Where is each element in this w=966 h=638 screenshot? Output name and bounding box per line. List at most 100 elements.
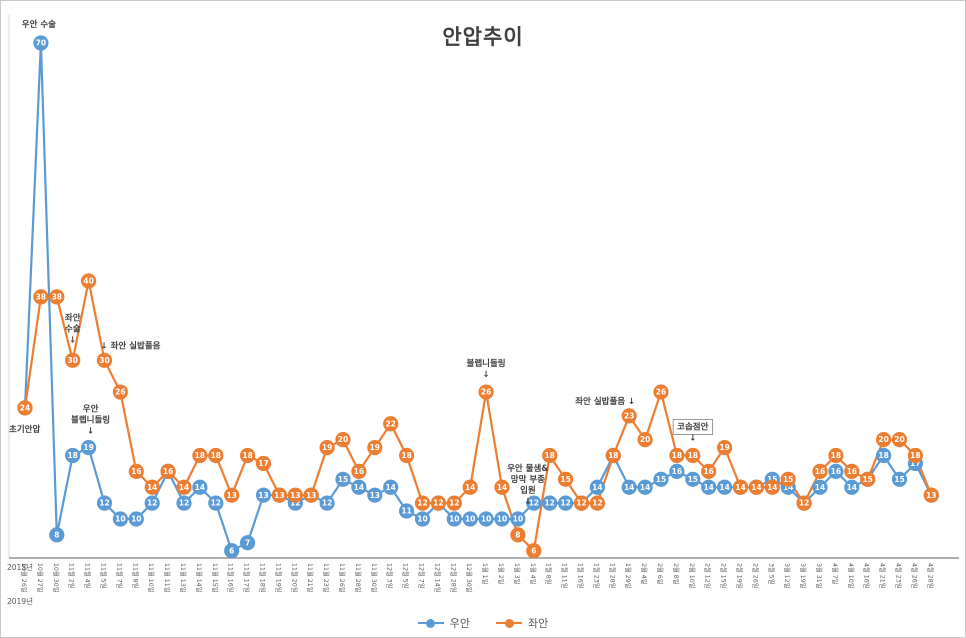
left-eye-point bbox=[33, 289, 49, 305]
right-eye-point bbox=[81, 439, 97, 456]
x-tick-label: 12월 7일 bbox=[418, 563, 427, 589]
right-eye-point bbox=[653, 471, 669, 487]
x-tick-label: 2월 12일 bbox=[704, 563, 713, 589]
left-eye-point-label: 18 bbox=[211, 451, 221, 460]
right-eye-point bbox=[526, 495, 542, 511]
x-tick-label: 12월 5일 bbox=[402, 563, 411, 589]
right-eye-point-label: 14 bbox=[354, 483, 364, 492]
x-tick-label: 2월 8일 bbox=[672, 563, 681, 585]
right-eye-point-label: 14 bbox=[703, 483, 713, 492]
x-tick-label: 4월 21일 bbox=[879, 563, 888, 589]
left-eye-point-label: 6 bbox=[531, 546, 536, 555]
right-eye-point-label: 15 bbox=[767, 475, 777, 484]
x-tick-label: 1월 16일 bbox=[577, 563, 586, 589]
left-eye-point bbox=[303, 487, 319, 503]
x-tick-label: 11월 4일 bbox=[84, 563, 93, 589]
x-tick-label: 4월 28일 bbox=[926, 563, 935, 589]
right-eye-point-label: 13 bbox=[258, 491, 268, 500]
left-eye-point bbox=[176, 479, 192, 495]
left-eye-point-label: 18 bbox=[672, 451, 682, 460]
right-eye-point-label: 12 bbox=[147, 499, 157, 508]
left-eye-point-label: 12 bbox=[576, 499, 586, 508]
x-tick-label: 10월 30일 bbox=[52, 563, 61, 593]
left-eye-point bbox=[208, 447, 224, 464]
left-eye-point-label: 18 bbox=[544, 451, 554, 460]
legend-item-right-eye: 우안 bbox=[417, 615, 470, 631]
left-eye-point bbox=[923, 487, 939, 503]
cosopt-instillation-annotation: 코솝점안 bbox=[677, 422, 708, 433]
right-eye-point bbox=[621, 479, 637, 495]
right-eye-leak-hospitalization-annotation: ↓ bbox=[524, 497, 531, 507]
right-eye-point-label: 15 bbox=[894, 475, 904, 484]
left-eye-point bbox=[605, 447, 621, 464]
left-eye-point-label: 18 bbox=[831, 451, 841, 460]
x-tick-label: 1월 4일 bbox=[529, 563, 538, 585]
left-eye-point bbox=[558, 471, 574, 487]
left-eye-point bbox=[96, 352, 113, 368]
x-tick-label: 11월 13일 bbox=[179, 563, 188, 593]
right-eye-point-label: 14 bbox=[624, 483, 634, 492]
right-eye-point bbox=[828, 463, 844, 479]
left-eye-point bbox=[907, 447, 924, 464]
left-eye-point bbox=[748, 479, 765, 495]
right-eye-leak-hospitalization-annotation: 입원 bbox=[520, 485, 536, 496]
left-eye-point-label: 13 bbox=[290, 491, 300, 500]
right-eye-point bbox=[319, 495, 335, 511]
left-eye-point bbox=[764, 479, 780, 495]
left-eye-point bbox=[526, 543, 542, 559]
left-eye-point-label: 15 bbox=[862, 475, 872, 484]
right-eye-point bbox=[65, 447, 81, 464]
left-eye-point-label: 14 bbox=[465, 483, 475, 492]
left-eye-point bbox=[271, 487, 287, 503]
right-eye-point bbox=[891, 471, 908, 487]
left-eye-point-label: 23 bbox=[624, 411, 634, 420]
right-eye-point-label: 10 bbox=[465, 515, 475, 524]
left-eye-point-label: 20 bbox=[878, 435, 888, 444]
left-eye-point-label: 13 bbox=[274, 491, 284, 500]
left-eye-surgery-annotation: 수술 bbox=[65, 323, 81, 334]
x-tick-label: 1월 1일 bbox=[481, 563, 490, 585]
left-eye-point-label: 19 bbox=[719, 443, 729, 452]
x-tick-label: 12월 28일 bbox=[449, 563, 458, 593]
left-eye-point-label: 13 bbox=[226, 491, 236, 500]
x-tick-label: 4월 26일 bbox=[910, 563, 919, 589]
right-eye-point bbox=[542, 495, 558, 511]
right-eye-point bbox=[685, 471, 701, 487]
right-eye-point-label: 14 bbox=[385, 483, 395, 492]
right-eye-point bbox=[446, 511, 462, 527]
right-eye-point-label: 10 bbox=[497, 515, 507, 524]
x-tick-label: 3월 19일 bbox=[799, 563, 808, 589]
left-eye-point bbox=[478, 384, 494, 400]
right-eye-point bbox=[112, 511, 128, 527]
right-eye-line bbox=[23, 41, 933, 552]
right-eye-point bbox=[240, 535, 256, 551]
right-eye-point bbox=[208, 495, 224, 511]
right-eye-point-label: 11 bbox=[401, 507, 411, 516]
right-eye-bleb-needling-annotation: 우안 bbox=[83, 404, 99, 415]
left-eye-point-label: 22 bbox=[385, 419, 395, 428]
left-eye-point bbox=[891, 432, 908, 448]
left-eye-point-label: 38 bbox=[36, 292, 46, 301]
right-eye-surgery-annotation: 우안 수술 bbox=[22, 19, 56, 30]
x-tick-label: 4월 10일 bbox=[847, 563, 856, 589]
right-eye-point-label: 8 bbox=[54, 530, 59, 539]
x-tick-label: 11월 15일 bbox=[211, 563, 220, 593]
left-eye-point bbox=[717, 439, 733, 456]
left-eye-point bbox=[494, 479, 510, 495]
x-tick-label: 2월 26일 bbox=[751, 563, 760, 589]
right-eye-point-label: 15 bbox=[338, 475, 348, 484]
right-eye-point bbox=[637, 479, 653, 495]
right-eye-point-label: 14 bbox=[815, 483, 825, 492]
left-eye-point bbox=[621, 408, 637, 424]
x-tick-label: 3월 5일 bbox=[767, 563, 776, 585]
left-eye-point-label: 18 bbox=[401, 451, 411, 460]
left-eye-point-label: 18 bbox=[242, 451, 252, 460]
right-eye-point bbox=[589, 479, 606, 495]
left-eye-point-label: 14 bbox=[767, 483, 777, 492]
left-eye-stitch-removal-2-annotation: 좌안 실밥풀음 ↓ bbox=[575, 396, 635, 407]
left-eye-point bbox=[430, 495, 446, 511]
left-eye-point bbox=[255, 455, 272, 472]
left-eye-point bbox=[780, 471, 796, 487]
